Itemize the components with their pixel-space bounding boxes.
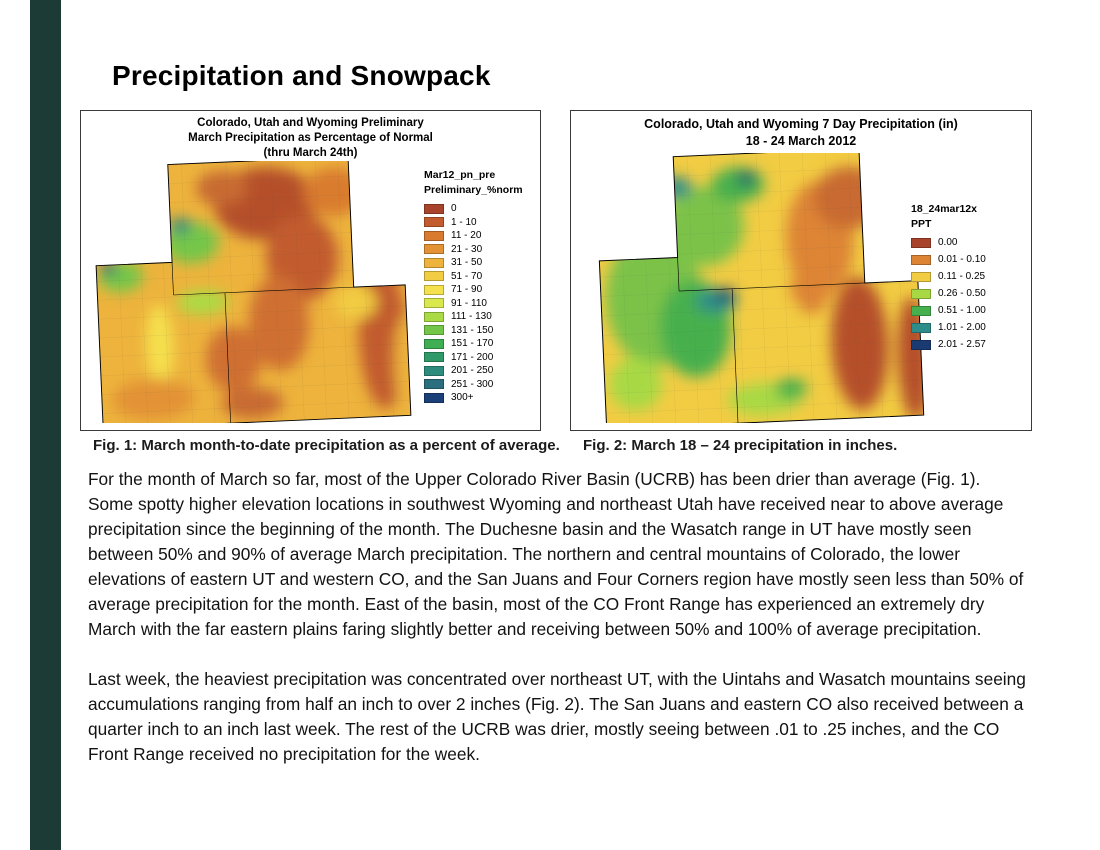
figure-1-caption: Fig. 1: March month-to-date precipitatio… [93,437,560,454]
figure-1-title-line-1: Colorado, Utah and Wyoming Preliminary [197,117,424,129]
legend-item: 11 - 20 [424,230,534,241]
figure-1-title-line-3: (thru March 24th) [263,146,358,159]
state-borders [677,257,865,423]
legend-label: 131 - 150 [451,324,494,336]
figure-2-title-line-1: Colorado, Utah and Wyoming 7 Day Precipi… [644,117,958,131]
legend-label: 11 - 20 [451,230,482,241]
legend-item: 111 - 130 [424,311,534,322]
legend-label: 0.01 - 0.10 [938,254,986,265]
legend-swatch [424,392,444,403]
legend-swatch [424,352,444,362]
legend-item: 91 - 110 [424,298,534,309]
legend-label: 151 - 170 [451,338,494,349]
legend-label: 171 - 200 [451,351,494,363]
legend-swatch [424,298,444,308]
paragraph-1: For the month of March so far, most of t… [88,469,1024,639]
figure-1-legend-subtitle: Preliminary_%norm [424,184,523,196]
legend-label: 51 - 70 [451,270,483,282]
map-blobs [91,161,411,423]
legend-item: 0.26 - 0.50 [911,288,1025,299]
legend-item: 2.01 - 2.57 [911,339,1025,350]
map-blobs [594,153,924,423]
left-accent-bar [30,0,61,850]
legend-swatch [911,254,931,265]
legend-item: 0 [424,203,534,214]
legend-label: 31 - 50 [451,257,483,268]
figure-2-title-line-2: 18 - 24 March 2012 [745,133,857,148]
legend-swatch [911,271,931,282]
legend-label: 1.01 - 2.00 [938,322,986,333]
legend-swatch [911,305,931,316]
legend-label: 2.01 - 2.57 [938,339,986,350]
legend-swatch [911,322,931,333]
state-outline [598,153,925,423]
figure-1-panel: Colorado, Utah and Wyoming Preliminary M… [80,110,541,431]
legend-swatch [424,257,444,268]
figure-1-map-title: Colorado, Utah and Wyoming Preliminary M… [81,111,540,161]
legend-label: 1 - 10 [451,216,477,228]
legend-swatch [424,311,444,322]
legend-item: 1.01 - 2.00 [911,322,1025,333]
legend-swatch [911,288,931,299]
legend-item: 0.11 - 0.25 [911,271,1025,282]
figure-2-legend-title: 18_24mar12x [911,203,977,215]
legend-item: 71 - 90 [424,284,534,295]
legend-label: 0.26 - 0.50 [938,288,986,299]
legend-item: 31 - 50 [424,257,534,268]
legend-label: 21 - 30 [451,243,483,255]
legend-swatch [911,237,931,248]
legend-swatch [424,203,444,214]
figure-1-legend-title: Mar12_pn_pre [424,169,496,181]
figure-2-legend-list: 0.00 0.01 - 0.10 0.11 - 0.25 0.26 - 0.50 0.5… [911,237,1025,350]
legend-item: 0.00 [911,237,1025,248]
legend-label: 0.51 - 1.00 [938,305,986,316]
state-borders [171,262,354,423]
legend-item: 131 - 150 [424,325,534,336]
legend-swatch [424,379,444,389]
legend-label: 0.11 - 0.25 [938,271,986,282]
legend-label: 111 - 130 [451,311,492,322]
legend-swatch [424,338,444,349]
legend-swatch [424,325,444,335]
legend-item: 201 - 250 [424,365,534,376]
legend-item: 300+ [424,392,534,403]
figure-1-title-line-2: March Precipitation as Percentage of Nor… [188,131,433,144]
figure-1-map [91,161,412,423]
legend-label: 91 - 110 [451,297,487,309]
legend-item: 0.51 - 1.00 [911,305,1025,316]
legend-swatch [424,284,444,295]
figure-2-map-title: Colorado, Utah and Wyoming 7 Day Precipi… [571,111,1031,150]
legend-item: 151 - 170 [424,338,534,349]
legend-item: 51 - 70 [424,271,534,282]
legend-label: 300+ [451,392,474,403]
legend-label: 201 - 250 [451,365,494,376]
figure-1-legend-list: 0 1 - 10 11 - 20 21 - 30 31 - 50 51 - 70 71 - … [424,203,534,403]
legend-item: 171 - 200 [424,352,534,363]
legend-label: 251 - 300 [451,378,494,390]
legend-swatch [424,244,444,254]
legend-item: 251 - 300 [424,379,534,390]
legend-item: 1 - 10 [424,217,534,228]
legend-swatch [424,217,444,227]
legend-swatch [424,365,444,376]
legend-label: 0.00 [938,237,958,248]
legend-swatch [424,271,444,281]
legend-label: 71 - 90 [451,284,483,295]
legend-swatch [424,230,444,241]
figure-1-legend: Mar12_pn_pre Preliminary_%norm 0 1 - 10 11… [424,169,534,406]
page-title: Precipitation and Snowpack [112,60,491,91]
legend-swatch [911,339,931,350]
legend-label: 0 [451,203,457,214]
figure-2-legend-subtitle: PPT [911,218,932,230]
paragraph-2: Last week, the heaviest precipitation wa… [88,669,1026,764]
legend-item: 0.01 - 0.10 [911,254,1025,265]
figure-2-panel: Colorado, Utah and Wyoming 7 Day Precipi… [570,110,1032,431]
figure-2-legend: 18_24mar12x PPT 0.00 0.01 - 0.10 0.11 - 0.… [911,203,1025,356]
figure-2-caption: Fig. 2: March 18 – 24 precipitation in i… [583,437,898,454]
legend-item: 21 - 30 [424,244,534,255]
body-text: For the month of March so far, most of t… [88,467,1030,767]
figure-2-map [594,153,925,423]
